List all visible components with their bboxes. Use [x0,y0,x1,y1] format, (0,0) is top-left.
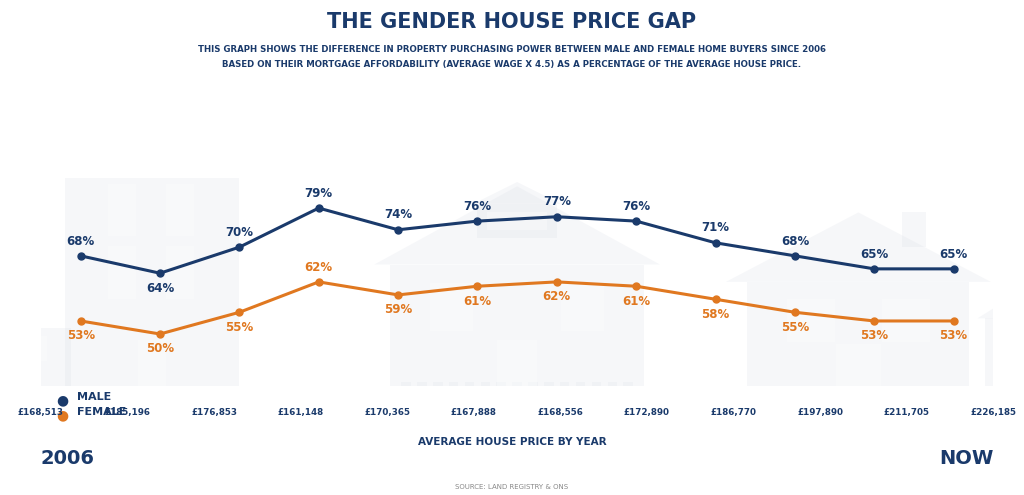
Polygon shape [748,282,970,386]
Polygon shape [65,178,240,386]
Text: BASED ON THEIR MORTGAGE AFFORDABILITY (AVERAGE WAGE X 4.5) AS A PERCENTAGE OF TH: BASED ON THEIR MORTGAGE AFFORDABILITY (A… [222,60,802,69]
Text: 53%: 53% [860,329,888,343]
Text: £168,513: £168,513 [18,408,63,417]
Text: £176,853: £176,853 [191,408,238,417]
Text: £161,148: £161,148 [278,408,324,417]
Text: 58%: 58% [701,307,730,321]
Text: 62%: 62% [305,260,333,274]
Text: SOURCE: LAND REGISTRY & ONS: SOURCE: LAND REGISTRY & ONS [456,484,568,490]
Polygon shape [575,382,586,393]
Polygon shape [607,382,617,393]
Polygon shape [449,382,459,393]
Text: 64%: 64% [145,282,174,295]
Polygon shape [544,382,554,393]
Text: ●: ● [56,408,69,422]
Text: 77%: 77% [543,196,570,208]
Text: 68%: 68% [67,235,95,248]
Text: 53%: 53% [67,329,94,343]
Polygon shape [109,184,136,236]
Text: £211,705: £211,705 [884,408,930,417]
Polygon shape [1001,324,1024,355]
Text: £172,890: £172,890 [624,408,670,417]
Text: £185,196: £185,196 [104,408,151,417]
Polygon shape [487,212,547,230]
Text: THIS GRAPH SHOWS THE DIFFERENCE IN PROPERTY PURCHASING POWER BETWEEN MALE AND FE: THIS GRAPH SHOWS THE DIFFERENCE IN PROPE… [198,45,826,53]
Text: £226,185: £226,185 [971,408,1016,417]
Polygon shape [138,340,166,386]
Text: 71%: 71% [701,221,729,235]
Polygon shape [29,336,46,361]
Polygon shape [27,328,71,386]
Text: 79%: 79% [305,187,333,200]
Text: 61%: 61% [464,295,492,307]
Text: ●: ● [56,394,69,407]
Polygon shape [837,345,881,386]
Text: THE GENDER HOUSE PRICE GAP: THE GENDER HOUSE PRICE GAP [328,12,696,32]
Polygon shape [902,212,926,247]
Text: 2006: 2006 [41,449,95,468]
Polygon shape [561,283,604,331]
Polygon shape [401,382,411,393]
Text: 62%: 62% [543,290,570,303]
Text: 70%: 70% [225,226,253,239]
Polygon shape [390,264,644,386]
Text: £186,770: £186,770 [711,408,757,417]
Polygon shape [786,298,835,343]
Polygon shape [473,182,561,204]
Polygon shape [480,382,490,393]
Text: AVERAGE HOUSE PRICE BY YEAR: AVERAGE HOUSE PRICE BY YEAR [418,437,606,446]
Polygon shape [512,382,522,393]
Text: 76%: 76% [623,200,650,213]
Text: 53%: 53% [940,329,968,343]
Polygon shape [560,382,569,393]
Polygon shape [430,283,473,331]
Polygon shape [528,382,538,393]
Polygon shape [624,382,633,393]
Text: 50%: 50% [146,343,174,355]
Text: 59%: 59% [384,303,413,316]
Polygon shape [726,212,991,282]
Text: NOW: NOW [939,449,993,468]
Polygon shape [375,186,659,264]
Text: 76%: 76% [464,200,492,213]
Polygon shape [465,382,474,393]
Polygon shape [477,204,557,239]
Polygon shape [497,382,506,393]
Text: 61%: 61% [623,295,650,307]
Polygon shape [883,298,930,343]
Text: 68%: 68% [780,235,809,248]
Polygon shape [498,340,537,386]
Text: £197,890: £197,890 [797,408,843,417]
Polygon shape [417,382,427,393]
Text: MALE: MALE [77,392,111,402]
Polygon shape [166,184,195,236]
Text: £167,888: £167,888 [451,408,497,417]
Polygon shape [977,284,1024,318]
Text: £168,556: £168,556 [538,408,584,417]
Polygon shape [433,382,442,393]
Polygon shape [109,247,136,298]
Polygon shape [985,318,1024,386]
Text: 55%: 55% [780,321,809,334]
Polygon shape [166,247,195,298]
Text: 65%: 65% [860,248,889,260]
Text: £170,365: £170,365 [365,408,411,417]
Text: 55%: 55% [225,321,254,334]
Text: 74%: 74% [384,208,412,221]
Polygon shape [592,382,601,393]
Text: 65%: 65% [939,248,968,260]
Text: FEMALE: FEMALE [77,407,126,417]
